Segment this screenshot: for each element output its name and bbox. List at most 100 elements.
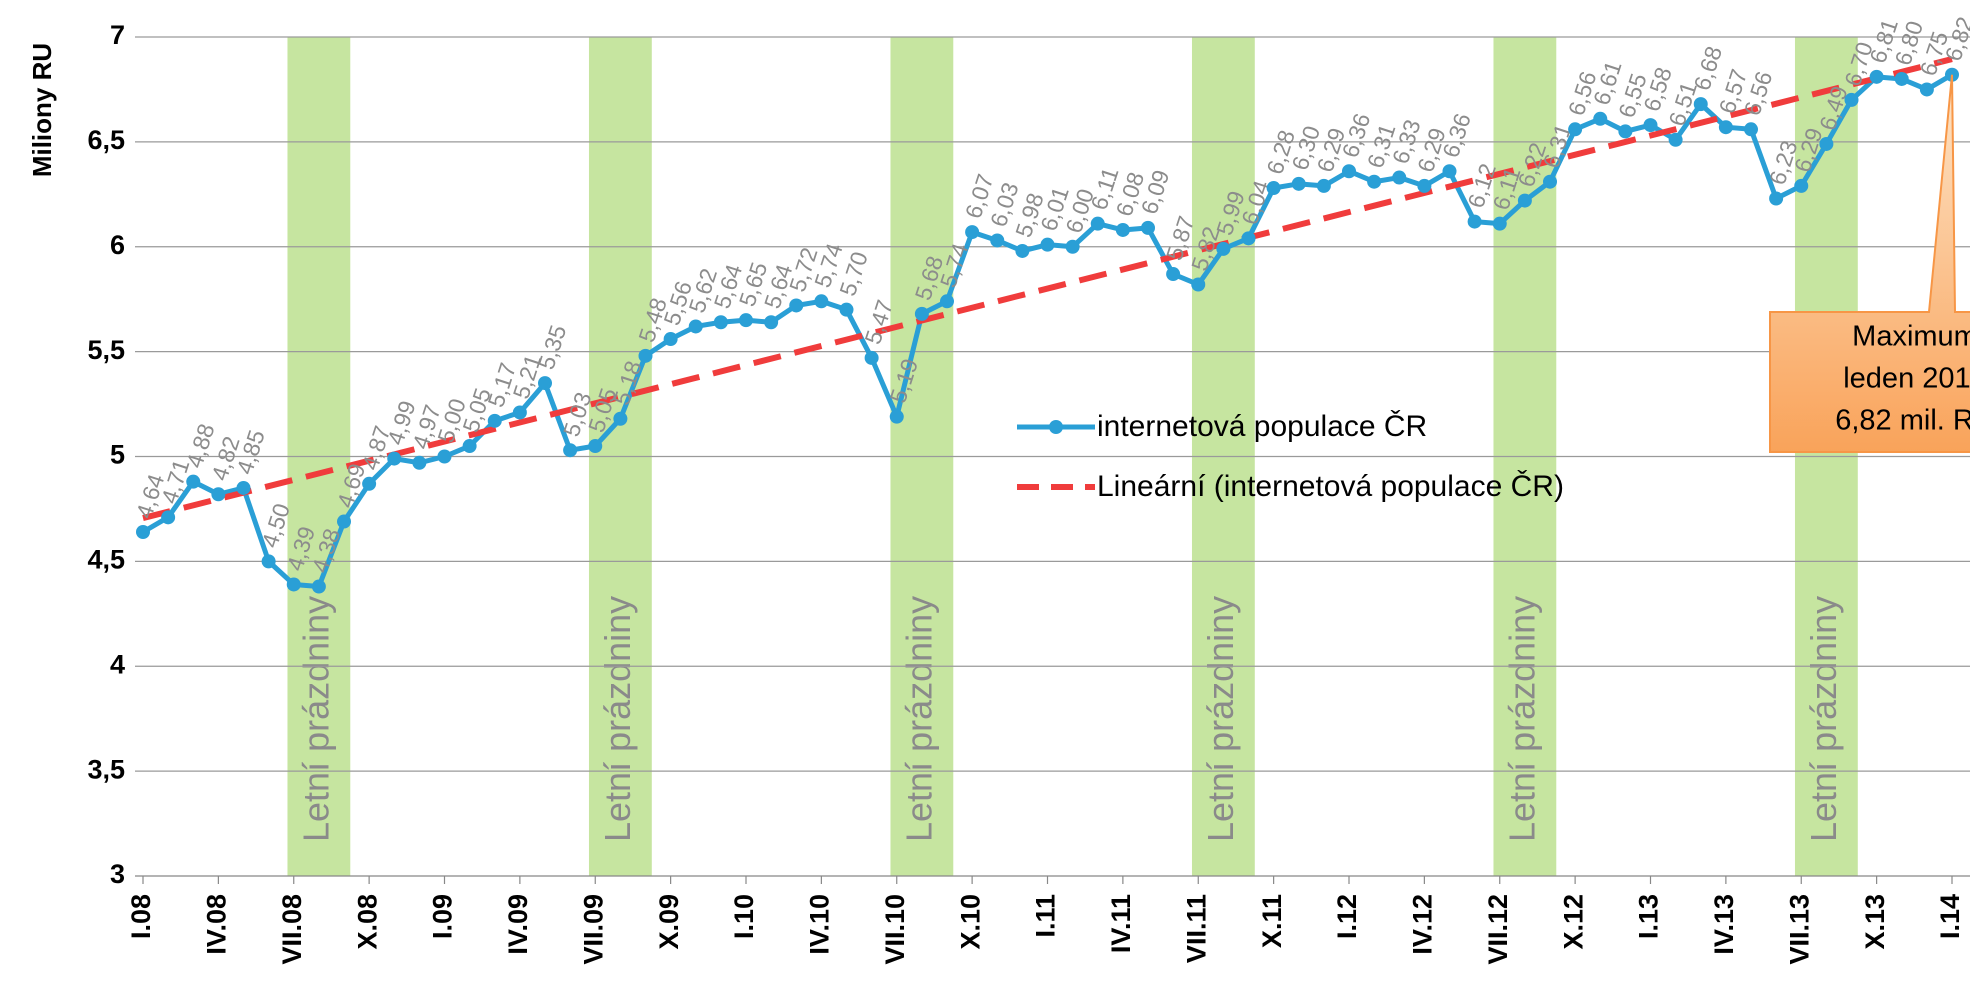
- marker: [1618, 124, 1633, 139]
- marker: [1015, 243, 1030, 258]
- marker: [764, 315, 779, 330]
- marker: [789, 298, 804, 313]
- marker: [990, 233, 1005, 248]
- marker: [739, 313, 753, 328]
- data-label: 4,85: [231, 427, 270, 478]
- callout-text: leden 2014: [1843, 363, 1970, 395]
- legend-marker: [1049, 420, 1063, 434]
- band-label: Letní prázdniny: [1803, 596, 1844, 842]
- x-tick-label: IV.09: [503, 894, 533, 955]
- marker: [965, 225, 980, 240]
- x-tick-label: I.12: [1332, 894, 1362, 939]
- legend-label: Lineární (internetová populace ČR): [1097, 469, 1564, 503]
- marker: [839, 302, 854, 317]
- x-tick-label: VII.08: [277, 894, 307, 965]
- x-tick-label: VII.11: [1181, 894, 1211, 963]
- marker: [1166, 267, 1181, 282]
- y-tick-label: 4,5: [87, 545, 125, 575]
- x-tick-label: I.08: [126, 894, 156, 939]
- x-tick-label: X.10: [955, 894, 985, 950]
- marker: [864, 350, 879, 365]
- marker: [1643, 118, 1658, 133]
- y-tick-label: 5: [110, 440, 125, 470]
- marker: [638, 348, 653, 363]
- data-label: 6,09: [1136, 167, 1175, 218]
- x-tick-label: IV.12: [1408, 894, 1438, 955]
- x-tick-label: I.14: [1935, 894, 1965, 939]
- marker: [337, 514, 351, 529]
- marker: [412, 455, 427, 470]
- x-tick-label: I.09: [428, 894, 458, 939]
- marker: [1342, 164, 1356, 179]
- x-tick-label: IV.13: [1709, 894, 1739, 955]
- marker: [1392, 170, 1407, 185]
- x-tick-label: I.13: [1634, 894, 1664, 939]
- marker: [1794, 178, 1809, 193]
- callout: [1769, 74, 1970, 453]
- marker: [462, 439, 477, 454]
- y-axis-label: Miliony RU: [27, 43, 57, 177]
- y-tick-label: 6: [110, 230, 125, 260]
- callout-text: 6,82 mil. RU: [1835, 405, 1970, 437]
- marker: [914, 306, 929, 321]
- marker: [1844, 92, 1859, 107]
- marker: [1367, 174, 1382, 189]
- marker: [1517, 193, 1532, 208]
- callout-text: Maximum: [1852, 321, 1970, 353]
- x-tick-label: VII.09: [578, 894, 608, 965]
- marker: [1894, 71, 1909, 86]
- marker: [588, 439, 603, 454]
- marker: [538, 376, 552, 391]
- marker: [387, 451, 402, 466]
- marker: [487, 413, 502, 428]
- marker: [940, 294, 954, 309]
- marker: [1819, 136, 1834, 151]
- marker: [814, 294, 829, 309]
- y-tick-label: 5,5: [87, 335, 125, 365]
- series-line: [141, 72, 1954, 590]
- x-tick-label: VII.13: [1784, 894, 1814, 965]
- band-label: Letní prázdniny: [1200, 596, 1241, 842]
- x-tick-label: I.10: [729, 894, 759, 939]
- marker: [1291, 176, 1306, 191]
- marker: [1869, 69, 1884, 84]
- legend-label: internetová populace ČR: [1097, 409, 1427, 443]
- marker: [1216, 241, 1231, 256]
- marker: [261, 554, 276, 569]
- marker: [161, 510, 176, 525]
- data-label: 6,36: [1437, 110, 1476, 161]
- marker: [1693, 97, 1708, 112]
- x-tick-label: VII.12: [1483, 894, 1513, 965]
- x-tick-label: IV.08: [202, 894, 232, 955]
- marker: [1065, 239, 1080, 254]
- marker: [1668, 132, 1683, 147]
- marker: [563, 443, 578, 458]
- marker: [1744, 122, 1758, 137]
- trend-line: [142, 56, 1953, 521]
- marker: [663, 332, 678, 347]
- x-tick-label: IV.10: [805, 894, 835, 955]
- marker: [1115, 222, 1130, 237]
- marker: [1568, 122, 1583, 137]
- marker: [889, 409, 904, 424]
- marker: [236, 480, 251, 495]
- x-tick-label: X.08: [352, 894, 382, 950]
- marker: [1316, 178, 1331, 193]
- marker: [186, 474, 201, 489]
- marker: [1593, 111, 1608, 126]
- marker: [1040, 237, 1055, 252]
- marker: [1141, 220, 1155, 235]
- marker: [1492, 216, 1507, 231]
- marker: [437, 449, 452, 464]
- marker: [136, 525, 150, 540]
- x-tick-label: X.13: [1860, 894, 1890, 950]
- marker: [1718, 120, 1733, 135]
- x-tick-label: VII.10: [880, 894, 910, 965]
- marker: [1090, 216, 1105, 231]
- marker: [613, 411, 628, 426]
- marker: [1769, 191, 1784, 206]
- marker: [211, 487, 226, 502]
- y-tick-label: 3,5: [87, 754, 125, 784]
- marker: [688, 319, 703, 334]
